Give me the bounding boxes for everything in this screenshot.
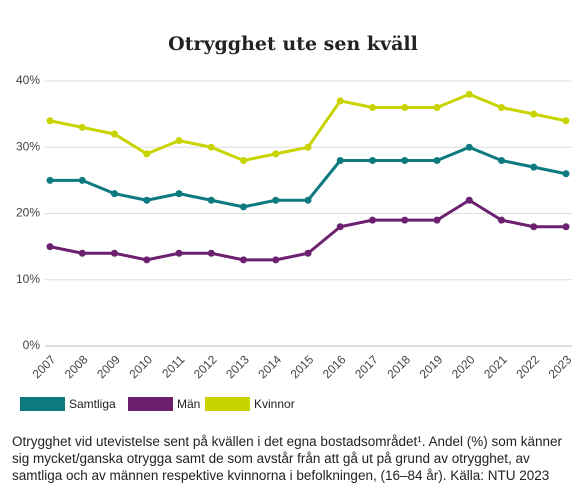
data-point [240,256,247,264]
data-point [46,117,54,125]
data-point [562,117,570,125]
y-tick-label: 10% [16,272,40,286]
data-point [369,104,376,111]
data-point [175,249,183,257]
chart-title: Otrygghet ute sen kväll [168,33,418,55]
caption: Otrygghet vid utevistelse sent på kvälle… [12,434,563,483]
data-point [46,243,54,251]
data-point [272,150,280,158]
data-point [272,256,280,264]
legend-label: Samtliga [69,397,116,411]
legend-swatch [128,397,173,411]
x-tick-label: 2008 [62,352,91,381]
data-point [336,157,344,164]
data-point [207,143,215,151]
x-tick-label: 2023 [546,352,575,381]
x-tick-label: 2012 [191,352,220,381]
x-tick-label: 2022 [513,352,542,381]
data-point [78,176,86,184]
data-point [530,223,538,231]
data-point [111,249,118,257]
data-point [336,97,344,105]
x-tick-label: 2015 [288,352,317,381]
y-tick-label: 30% [16,139,40,153]
data-point [207,249,215,257]
legend-swatch [205,397,250,411]
data-point [175,190,183,198]
data-point [272,196,280,204]
data-point [465,90,473,98]
data-point [369,216,376,224]
data-point [78,123,86,131]
data-point [401,216,409,224]
data-point [78,249,86,257]
x-tick-label: 2009 [94,352,123,381]
data-point [401,157,409,164]
legend-label: Män [177,397,200,411]
x-tick-label: 2011 [159,352,187,380]
data-point [562,170,570,178]
data-point [498,157,505,164]
data-point [562,223,570,231]
y-tick-label: 0% [23,338,41,352]
data-point [46,176,54,184]
x-tick-label: 2010 [126,352,155,381]
data-point [530,110,538,118]
x-tick-label: 2020 [449,352,478,381]
data-point [304,143,312,151]
data-point [207,196,215,204]
x-tick-label: 2017 [352,352,381,381]
data-point [143,256,151,264]
data-point [465,143,473,151]
x-tick-label: 2016 [320,352,349,381]
data-point [240,203,247,211]
y-tick-label: 20% [16,206,40,220]
data-point [304,249,312,257]
legend-label: Kvinnor [254,397,295,411]
data-point [465,196,473,204]
data-point [433,157,441,164]
x-tick-label: 2013 [223,352,252,381]
data-point [401,104,409,111]
data-point [304,196,312,204]
data-point [336,223,344,231]
data-point [530,163,538,171]
data-point [111,130,118,138]
x-tick-label: 2021 [481,352,510,381]
data-point [143,196,151,204]
x-tick-label: 2014 [255,352,284,381]
data-point [111,190,118,198]
data-point [433,216,441,224]
data-point [240,157,247,164]
data-point [433,104,441,111]
data-point [175,137,183,145]
data-point [498,104,505,111]
data-point [143,150,151,158]
x-tick-label: 2018 [384,352,413,381]
chart: Otrygghet ute sen kväll 0% 10% 20% 30% 40% 20… [16,33,575,411]
x-tick-label: 2007 [30,352,59,381]
x-tick-label: 2019 [417,352,446,381]
y-tick-label: 40% [16,73,40,87]
data-point [369,157,376,164]
legend-swatch [20,397,65,411]
data-point [498,216,505,224]
